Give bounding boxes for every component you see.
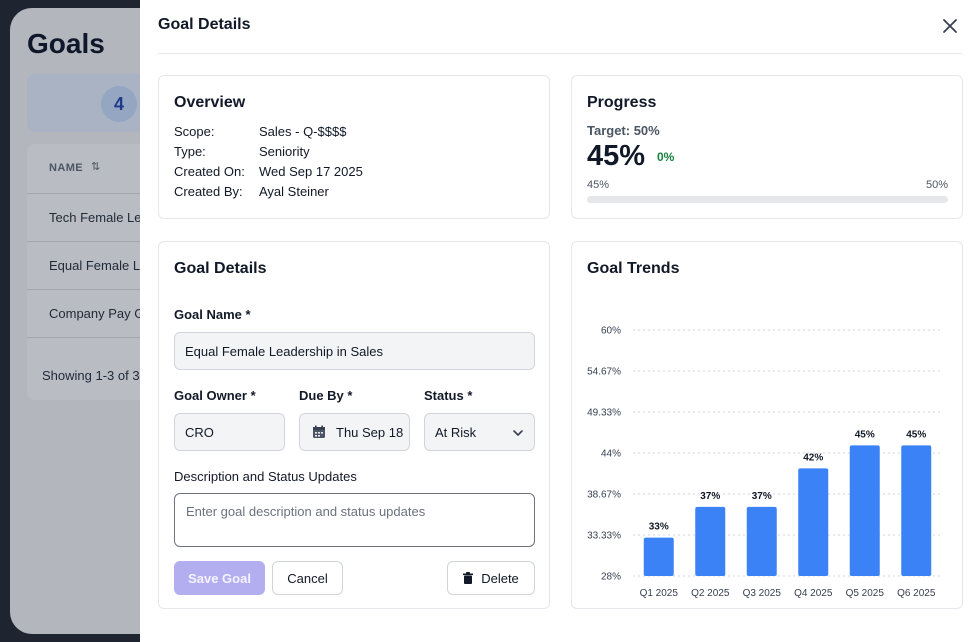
y-tick-label: 28% (601, 572, 621, 583)
table-row[interactable]: Tech Female Le (27, 194, 210, 242)
stat-count: 4 (101, 86, 137, 122)
x-tick-label: Q5 2025 (846, 588, 885, 599)
status-label: Status * (424, 388, 473, 403)
form-title: Goal Details (174, 260, 267, 277)
x-tick-label: Q2 2025 (691, 588, 730, 599)
row-name: Tech Female Le (49, 210, 142, 225)
description-placeholder: Enter goal description and status update… (186, 504, 426, 519)
overview-value: Ayal Steiner (259, 184, 329, 199)
progress-max-label: 50% (925, 179, 948, 191)
goal-form-card: Goal Details Goal Name * Equal Female Le… (158, 241, 550, 609)
overview-value: Sales - Q-$$$$ (259, 124, 347, 139)
goal-name-input[interactable]: Equal Female Leadership in Sales (174, 332, 535, 370)
overview-key: Created On: (174, 164, 245, 179)
bar (901, 445, 932, 576)
x-tick-label: Q4 2025 (794, 588, 833, 599)
trends-title: Goal Trends (587, 260, 680, 277)
goal-owner-value: CRO (185, 424, 214, 440)
due-by-label: Due By * (299, 388, 353, 403)
overview-title: Overview (174, 94, 246, 111)
status-select[interactable]: At Risk (424, 413, 535, 451)
overview-value: Wed Sep 17 2025 (259, 164, 363, 179)
due-date-value: Thu Sep 18 (336, 424, 404, 440)
drawer-header: Goal Details (158, 0, 962, 54)
overview-key: Scope: (174, 124, 215, 139)
overview-value: Seniority (259, 144, 310, 159)
delete-button[interactable]: Delete (447, 561, 535, 595)
overview-key: Type: (174, 144, 206, 159)
goal-details-drawer: Goal Details Overview Scope: Sales - Q-$$… (140, 0, 980, 642)
data-label: 37% (700, 491, 720, 502)
y-tick-label: 60% (601, 326, 621, 337)
overview-card: Overview Scope: Sales - Q-$$$$ Type: Senio… (158, 75, 550, 219)
overview-row-created-on: Created On: Wed Sep 17 2025 (174, 164, 363, 179)
goal-name-label: Goal Name * (174, 307, 251, 322)
goal-trends-chart: 28% 33.33% 38.67% 44% 49.33% 54.67% 60% 33% Q1 2… (587, 326, 942, 599)
x-tick-label: Q1 2025 (640, 588, 679, 599)
table-row[interactable]: Equal Female Le (27, 242, 210, 290)
column-header-name[interactable]: NAME (49, 162, 83, 174)
bar (695, 506, 726, 576)
goal-owner-label: Goal Owner * (174, 388, 256, 403)
progress-target: Target: 50% (587, 123, 660, 138)
data-label: 45% (855, 429, 875, 440)
y-tick-label: 33.33% (587, 531, 621, 542)
progress-delta: 0% (657, 150, 675, 164)
overview-key: Created By: (174, 184, 243, 199)
progress-card: Progress Target: 50% 45% 0% 45% 50% (571, 75, 963, 219)
table-header: NAME ⇅ (27, 144, 210, 194)
description-label: Description and Status Updates (174, 469, 357, 484)
description-textarea[interactable]: Enter goal description and status update… (174, 493, 535, 547)
overview-row-created-by: Created By: Ayal Steiner (174, 184, 329, 199)
trash-icon (463, 572, 474, 584)
row-name: Equal Female Le (49, 258, 148, 273)
save-goal-button[interactable]: Save Goal (174, 561, 265, 595)
data-label: 45% (906, 429, 926, 440)
bar (746, 506, 777, 576)
y-tick-label: 44% (601, 449, 621, 460)
bar (849, 445, 880, 576)
x-tick-label: Q6 2025 (897, 588, 936, 599)
delete-label: Delete (481, 570, 519, 586)
row-name: Company Pay G (49, 306, 145, 321)
goal-name-value: Equal Female Leadership in Sales (185, 343, 384, 359)
page-title: Goals (27, 28, 105, 59)
bar (643, 537, 674, 576)
calendar-icon (313, 425, 325, 438)
y-tick-label: 38.67% (587, 489, 621, 500)
overview-row-type: Type: Seniority (174, 144, 310, 159)
progress-title: Progress (587, 94, 657, 111)
progress-min-label: 45% (587, 179, 610, 191)
table-row[interactable]: Company Pay G (27, 290, 210, 338)
y-tick-label: 49.33% (587, 408, 621, 419)
overview-row-scope: Scope: Sales - Q-$$$$ (174, 124, 346, 139)
progress-value: 45% (587, 140, 646, 172)
bar (798, 468, 829, 576)
drawer-title: Goal Details (158, 16, 251, 33)
y-tick-label: 54.67% (587, 366, 621, 377)
close-icon[interactable] (938, 14, 962, 38)
data-label: 37% (752, 491, 772, 502)
status-value: At Risk (435, 424, 477, 440)
sort-icon[interactable]: ⇅ (91, 161, 101, 173)
data-label: 33% (649, 522, 669, 533)
x-tick-label: Q3 2025 (743, 588, 782, 599)
cancel-button[interactable]: Cancel (272, 561, 343, 595)
goal-trends-card: Goal Trends 28% 33.33% 38.67% 44% 49.33% 54.6… (571, 241, 963, 609)
data-label: 42% (803, 452, 823, 463)
progress-bar (587, 196, 948, 203)
chevron-down-icon (513, 430, 523, 436)
pagination-summary: Showing 1-3 of 3 (42, 368, 140, 383)
goal-owner-input[interactable]: CRO (174, 413, 285, 451)
due-date-picker[interactable]: Thu Sep 18 (299, 413, 410, 451)
